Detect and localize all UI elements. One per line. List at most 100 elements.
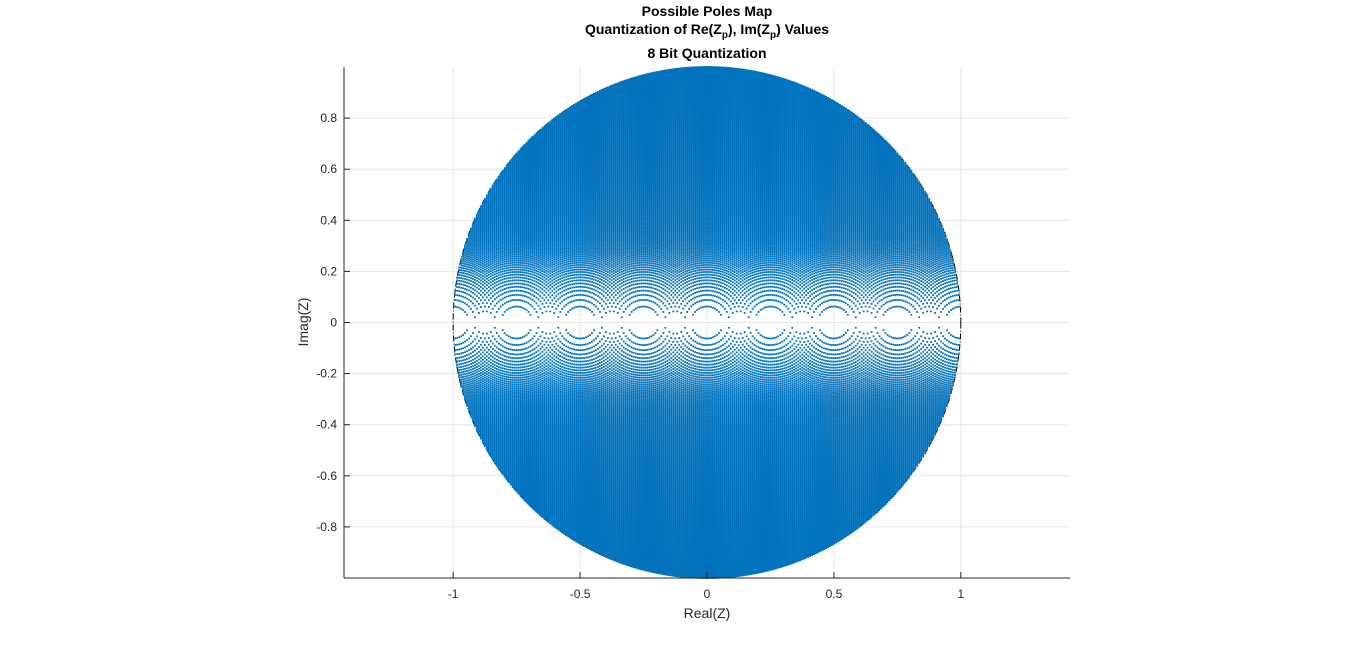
- pole-point-411: [678, 353, 680, 355]
- pole-point-1224: [702, 260, 704, 262]
- pole-point-349: [740, 347, 742, 349]
- pole-point-860: [718, 268, 720, 270]
- pole-point-920: [659, 294, 661, 296]
- pole-point-596: [672, 288, 674, 290]
- pole-point-1006: [684, 268, 686, 270]
- pole-point-691: [676, 362, 678, 364]
- pole-point-907: [672, 365, 674, 367]
- pole-point-345: [744, 340, 746, 342]
- pole-point-8: [712, 307, 714, 309]
- pole-point-1281: [647, 337, 649, 339]
- pole-point-193: [740, 333, 742, 335]
- pole-point-911: [668, 362, 670, 364]
- pole-point-1082: [724, 265, 726, 267]
- pole-point-430: [746, 300, 748, 302]
- pole-point-519: [750, 341, 752, 343]
- pole-point-1280: [647, 306, 649, 308]
- pole-point-575: [694, 368, 696, 370]
- pole-point-989: [702, 379, 704, 381]
- pole-point-1144: [662, 281, 664, 283]
- pole-point-157: [710, 353, 712, 355]
- pole-point-44: [714, 300, 716, 302]
- pole-point-588: [680, 281, 682, 283]
- pole-point-387: [702, 364, 704, 366]
- pole-point-824: [754, 294, 756, 296]
- pole-point-78: [730, 308, 732, 310]
- pole-point-760: [710, 269, 712, 271]
- pole-point-1202: [724, 262, 726, 264]
- pole-point-851: [728, 372, 730, 374]
- pole-point-739: [732, 368, 734, 370]
- pole-point-707: [660, 343, 662, 345]
- pole-point-1229: [698, 383, 700, 385]
- pole-point-189: [678, 337, 680, 339]
- pole-point-129: [680, 331, 682, 333]
- pole-point-433: [744, 346, 746, 348]
- pole-point-530: [738, 286, 740, 288]
- pole-point-534: [734, 283, 736, 285]
- pole-point-1071: [736, 373, 738, 375]
- pole-point-282: [724, 287, 726, 289]
- pole-point-416: [672, 296, 674, 298]
- pole-point-305: [702, 361, 704, 363]
- pole-point-1008: [682, 269, 684, 271]
- pole-point-871: [708, 377, 710, 379]
- pole-point-242: [690, 290, 692, 292]
- pole-point-339: [668, 331, 670, 333]
- pole-point-99: [710, 349, 712, 351]
- pole-point-934: [756, 293, 758, 295]
- pole-point-1068: [738, 271, 740, 273]
- pole-point-75: [684, 327, 686, 329]
- pole-point-988: [702, 264, 704, 266]
- pole-point-1084: [722, 264, 724, 266]
- pole-point-473: [704, 367, 706, 369]
- pole-point-27: [694, 332, 696, 334]
- pole-point-378: [710, 280, 712, 282]
- pole-point-697: [670, 357, 672, 359]
- pole-point-1074: [732, 268, 734, 270]
- pole-point-929: [762, 335, 764, 337]
- pole-point-481: [696, 366, 698, 368]
- pole-point-191: [676, 333, 678, 335]
- pole-point-783: [688, 371, 690, 373]
- pole-point-331: [676, 347, 678, 349]
- pole-point-358: [730, 287, 732, 289]
- pole-point-1016: [674, 274, 676, 276]
- pole-point-1038: [653, 301, 655, 303]
- pole-point-1198: [728, 264, 730, 266]
- pole-point-811: [660, 348, 662, 350]
- pole-point-1165: [762, 348, 764, 350]
- pole-point-1140: [666, 277, 668, 279]
- pole-point-406: [682, 287, 684, 289]
- pole-point-755: [716, 374, 718, 376]
- pole-point-68: [690, 306, 692, 308]
- pole-point-820: [758, 302, 760, 304]
- pole-point-259: [674, 338, 676, 340]
- pole-point-1278: [649, 300, 651, 302]
- pole-point-313: [694, 359, 696, 361]
- pole-point-624: [742, 286, 744, 288]
- pole-point-80: [728, 305, 730, 307]
- pole-point-709: [659, 338, 661, 340]
- pole-point-145: [722, 349, 724, 351]
- pole-point-149: [718, 351, 720, 353]
- pole-point-441: [736, 355, 738, 357]
- pole-point-981: [710, 379, 712, 381]
- pole-point-28: [692, 314, 694, 316]
- pole-point-268: [738, 299, 740, 301]
- pole-point-60: [698, 300, 700, 302]
- pole-point-1191: [736, 376, 738, 378]
- pole-point-793: [678, 367, 680, 369]
- pole-point-761: [710, 374, 712, 376]
- pole-point-283: [724, 356, 726, 358]
- pole-point-404: [684, 286, 686, 288]
- pole-point-179: [688, 348, 690, 350]
- pole-point-384: [704, 279, 706, 281]
- pole-point-619: [748, 350, 750, 352]
- pole-point-1268: [659, 282, 661, 284]
- pole-point-804: [666, 287, 668, 289]
- pole-point-1142: [664, 279, 666, 281]
- pole-point-1147: [660, 360, 662, 362]
- pole-point-1149: [659, 357, 661, 359]
- pole-point-501: [676, 355, 678, 357]
